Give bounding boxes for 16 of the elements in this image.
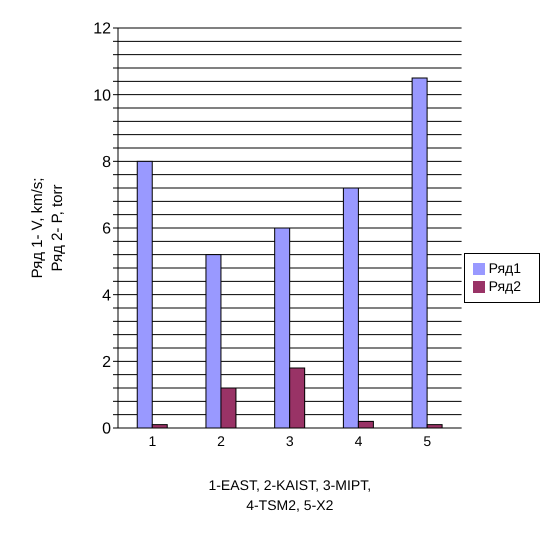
x-axis-title: 1-EAST, 2-KAIST, 3-MIPT, 4-TSM2, 5-X2: [208, 477, 372, 513]
x-tick-label: 2: [217, 432, 226, 449]
x-tick-label: 5: [423, 432, 432, 449]
y-axis-title: Ряд 1- V, km/s; Ряд 2- P, torr: [29, 178, 66, 278]
y-tick-label: 0: [102, 420, 112, 438]
y-tick-label: 6: [102, 220, 112, 238]
legend-label: Ряд1: [488, 260, 521, 276]
legend-label: Ряд2: [488, 278, 521, 294]
y-tick-label: 10: [93, 87, 112, 104]
x-tick-label: 3: [286, 432, 294, 449]
y-tick-label: 12: [93, 20, 112, 38]
y-tick-label: 4: [102, 287, 112, 304]
x-tick-label: 4: [354, 432, 363, 449]
x-tick-label: 1: [148, 432, 156, 449]
y-tick-label: 8: [102, 154, 112, 172]
y-tick-label: 2: [102, 354, 112, 372]
